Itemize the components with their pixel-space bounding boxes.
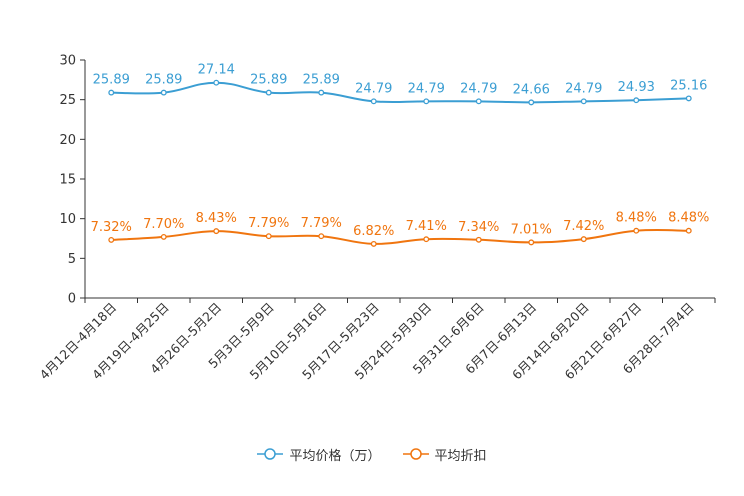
data-point[interactable] — [370, 98, 377, 105]
data-label: 25.89 — [250, 73, 287, 88]
data-label: 7.70% — [143, 217, 184, 232]
data-label: 8.48% — [616, 211, 657, 226]
legend-price-marker-icon — [257, 448, 284, 460]
data-label: 8.43% — [196, 211, 237, 226]
data-point[interactable] — [528, 239, 535, 246]
data-label: 24.66 — [513, 82, 550, 97]
data-point[interactable] — [318, 233, 325, 240]
data-point[interactable] — [370, 240, 377, 247]
legend-price-label: 平均价格（万） — [289, 448, 381, 464]
data-point[interactable] — [685, 95, 692, 102]
data-point[interactable] — [265, 89, 272, 96]
data-label: 8.48% — [668, 211, 709, 226]
data-label: 27.14 — [198, 63, 235, 78]
data-point[interactable] — [633, 227, 640, 234]
y-tick-label: 10 — [59, 212, 76, 227]
data-label: 25.89 — [93, 73, 130, 88]
data-point[interactable] — [685, 227, 692, 234]
data-label: 24.79 — [565, 81, 602, 96]
y-tick-label: 30 — [59, 54, 76, 69]
data-point[interactable] — [528, 99, 535, 106]
y-tick-label: 15 — [59, 173, 76, 188]
y-tick-label: 5 — [68, 252, 76, 267]
data-point[interactable] — [423, 236, 430, 243]
legend-item-discount[interactable]: 平均折扣 — [402, 445, 487, 464]
y-tick-label: 0 — [68, 292, 76, 307]
data-label: 7.34% — [458, 220, 499, 235]
data-label: 24.79 — [460, 81, 497, 96]
data-point[interactable] — [265, 233, 272, 240]
y-tick-label: 20 — [59, 133, 76, 148]
legend-item-price[interactable]: 平均价格（万） — [257, 445, 381, 464]
data-point[interactable] — [423, 98, 430, 105]
data-point[interactable] — [475, 236, 482, 243]
data-label: 7.79% — [248, 216, 289, 231]
series-line-1 — [111, 228, 689, 245]
data-label: 24.79 — [408, 81, 445, 96]
data-label: 7.41% — [406, 219, 447, 234]
data-point[interactable] — [475, 98, 482, 105]
data-point[interactable] — [213, 79, 220, 86]
data-point[interactable] — [108, 236, 115, 243]
data-label: 24.79 — [355, 81, 392, 96]
data-label: 24.93 — [618, 80, 655, 95]
line-chart: 0510152025304月12日-4月18日4月19日-4月25日4月26日-… — [36, 54, 716, 382]
data-point[interactable] — [633, 97, 640, 104]
data-label: 6.82% — [353, 224, 394, 239]
data-point[interactable] — [580, 98, 587, 105]
legend: 平均价格（万） 平均折扣 — [0, 442, 744, 466]
data-label: 7.79% — [301, 216, 342, 231]
data-label: 7.01% — [511, 222, 552, 237]
data-point[interactable] — [160, 89, 167, 96]
legend-discount-label: 平均折扣 — [434, 448, 487, 464]
data-point[interactable] — [213, 228, 220, 235]
legend-discount-marker-icon — [402, 448, 429, 460]
y-tick-label: 25 — [59, 93, 76, 108]
data-label: 7.42% — [563, 219, 604, 234]
data-point[interactable] — [318, 89, 325, 96]
data-label: 25.16 — [670, 78, 707, 93]
data-label: 25.89 — [303, 73, 340, 88]
data-point[interactable] — [580, 236, 587, 243]
data-label: 7.32% — [91, 220, 132, 235]
data-point[interactable] — [160, 233, 167, 240]
data-label: 25.89 — [145, 73, 182, 88]
series-line-0 — [111, 81, 689, 104]
data-point[interactable] — [108, 89, 115, 96]
